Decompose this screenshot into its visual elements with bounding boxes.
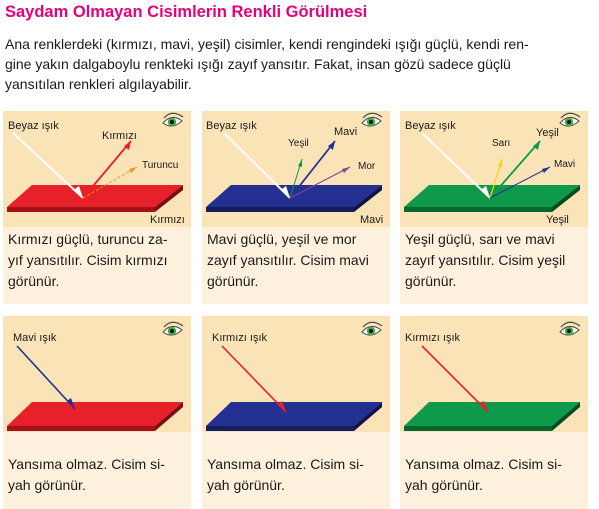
reflected-ray-blue [489,166,551,199]
red-plate [7,185,183,207]
caption: Yansıma olmaz. Cisim si- yah görünür. [207,456,364,493]
diagram: Beyaz ışık Mavi Yeşil Mor Mavi [206,112,383,226]
ray-label-blue: Mavi [334,126,357,138]
reflected-ray-red [82,140,132,199]
diagram: Mavi ışık Kırmızı [7,321,184,431]
surface-label: Yeşil [546,214,569,226]
incident-ray [421,132,491,199]
reflected-ray-blue [289,140,336,199]
light-label: Kırmızı ışık [212,332,268,344]
reflected-ray-green [489,140,541,199]
blue-plate [206,402,382,426]
incident-ray-red [421,345,489,413]
surface-label: Kırmızı [150,214,185,226]
diagram: Kırmızı ışık Mavi [206,321,383,431]
eye-icon [559,321,581,336]
ray-label-yellow: Sarı [492,138,510,149]
ray-label-green: Yeşil [288,138,309,149]
green-plate [404,402,580,426]
card-blue-red-light: Kırmızı ışık Mavi Yansıma olmaz. Cisim s… [202,316,390,509]
reflected-ray-orange [82,166,138,199]
light-label: Beyaz ışık [8,120,59,132]
incident-ray-blue [16,345,76,410]
caption: Yeşil güçlü, sarı ve mavi zayıf yansıtıl… [405,231,566,289]
eye-icon [162,321,184,336]
card-red-blue-light: Mavi ışık Kırmızı Yansıma olmaz. Cisim s… [3,316,191,509]
card-blue-white-light: Beyaz ışık Mavi Yeşil Mor Mavi Mavi güçl… [202,111,390,304]
incident-ray [12,132,84,199]
intro-paragraph: Ana renklerdeki (kırmızı, mavi, yeşil) c… [5,36,529,92]
ray-label-blue: Mavi [554,159,575,170]
caption: Yansıma olmaz. Cisim si- yah görünür. [8,456,165,493]
ray-label-red: Kırmızı [102,130,137,142]
incident-ray-red [221,345,287,413]
red-plate [7,402,183,426]
diagram: Beyaz ışık Yeşil Sarı Mavi Yeşil [404,112,581,226]
card-green-white-light: Beyaz ışık Yeşil Sarı Mavi Yeşil Yeşil g… [400,111,588,304]
surface-label: Mavi [360,214,383,226]
eye-icon [162,112,184,127]
page-title: Saydam Olmayan Cisimlerin Renkli Görülme… [5,3,368,21]
eye-icon [559,112,581,127]
light-label: Mavi ışık [13,332,57,344]
light-label: Beyaz ışık [405,120,456,132]
light-label: Kırmızı ışık [405,332,461,344]
caption: Yansıma olmaz. Cisim si- yah görünür. [405,456,562,493]
card-green-red-light: Kırmızı ışık Yeşil Yansıma olmaz. Cisim … [400,316,588,509]
diagram: Beyaz ışık Kırmızı Turuncu Kırmızı [7,112,185,226]
eye-icon [361,112,383,127]
light-label: Beyaz ışık [206,120,257,132]
ray-label-orange: Turuncu [142,160,178,171]
card-red-white-light: Beyaz ışık Kırmızı Turuncu Kırmızı Kırmı… [3,111,191,304]
ray-label-green: Yeşil [536,127,559,139]
ray-label-purple: Mor [358,161,376,172]
diagram: Kırmızı ışık Yeşil [404,321,581,431]
incident-ray [223,132,291,199]
caption: Kırmızı güçlü, turuncu za- yıf yansıtılı… [8,231,168,289]
caption: Mavi güçlü, yeşil ve mor zayıf yansıtılı… [207,231,369,289]
eye-icon [361,321,383,336]
reflected-ray-purple [289,166,351,199]
